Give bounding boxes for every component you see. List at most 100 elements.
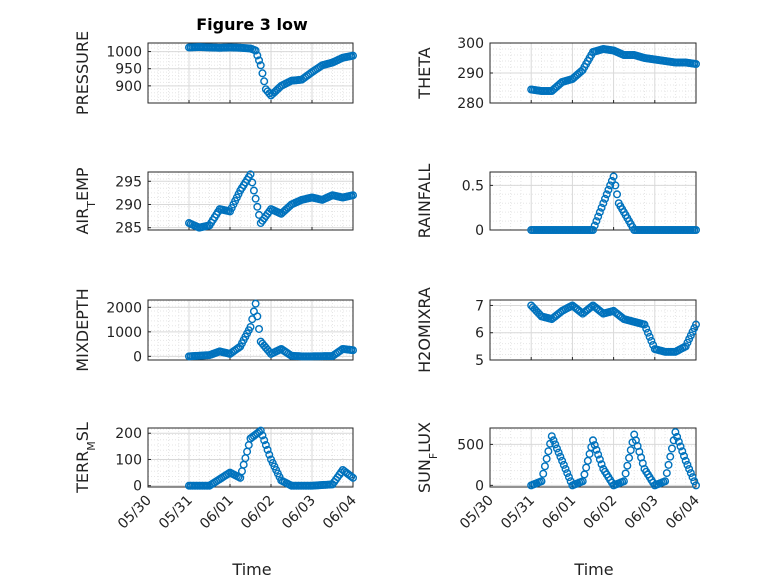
subplot-8: 0 500 05/30 05/31 06/01 06/02 06/03 06/04 SUNFLU…: [415, 422, 703, 532]
data-point: [253, 202, 262, 211]
data-point: [349, 346, 358, 355]
y-tick-label: 900: [115, 79, 142, 95]
data-point: [666, 452, 675, 461]
x-axis-label-right: Time: [573, 560, 613, 579]
y-axis-label: THETA: [415, 47, 434, 99]
data-point: [681, 456, 690, 465]
y-tick-label: 1000: [106, 45, 142, 61]
data-point: [609, 172, 618, 181]
data-point: [246, 322, 255, 331]
data-point: [258, 431, 267, 440]
data-point: [621, 469, 630, 478]
data-point: [690, 477, 699, 486]
data-point: [251, 299, 260, 308]
data-point: [349, 191, 358, 200]
data-point: [692, 60, 701, 69]
y-tick-label: 7: [475, 298, 484, 314]
x-tick-label: 06/04: [663, 492, 703, 532]
y-axis-label: SUNFLUX: [415, 422, 440, 493]
data-point: [265, 89, 274, 98]
x-tick-label: 05/31: [156, 493, 196, 533]
data-point: [597, 203, 606, 212]
data-point: [537, 477, 546, 486]
data-point: [626, 446, 635, 455]
y-tick-label: 1000: [106, 325, 142, 341]
data-point: [251, 46, 260, 55]
data-point: [540, 462, 549, 471]
data-point: [692, 320, 701, 329]
y-tick-label: 5: [475, 353, 484, 369]
data-point: [583, 456, 592, 465]
data-point: [549, 436, 558, 445]
x-tick-label: 06/04: [320, 492, 360, 532]
y-axis-label: RAINFALL: [415, 164, 434, 239]
data-point: [563, 469, 572, 478]
data-point: [692, 225, 701, 234]
x-tick-label: 05/31: [498, 493, 538, 533]
x-tick-label: 06/02: [238, 493, 278, 533]
data-point: [251, 194, 260, 203]
data-point: [587, 302, 596, 311]
data-point: [686, 469, 695, 478]
data-point: [582, 463, 591, 472]
data-point: [349, 51, 358, 60]
y-axis-label: MIXDEPTH: [73, 288, 92, 371]
x-tick-label: 06/01: [197, 493, 237, 533]
data-point: [589, 436, 598, 445]
data-point: [253, 312, 262, 321]
data-point: [594, 212, 603, 221]
data-point: [248, 178, 257, 187]
data-point: [597, 460, 606, 469]
data-point: [595, 208, 604, 217]
data-point: [606, 181, 615, 190]
axes-frame: [147, 171, 354, 231]
data-point: [611, 181, 620, 190]
subplot-2: 280 290 300 THETA: [415, 36, 701, 112]
x-tick-label: 06/03: [622, 493, 662, 533]
data-point: [625, 453, 634, 462]
data-point: [664, 460, 673, 469]
y-tick-label: 0: [133, 479, 142, 495]
data-point: [619, 477, 628, 486]
data-point: [580, 470, 589, 479]
x-tick-label: 06/01: [539, 493, 579, 533]
data-point: [594, 450, 603, 459]
data-point: [256, 61, 265, 70]
data-point: [601, 194, 610, 203]
data-point: [246, 170, 255, 179]
data-point: [258, 69, 267, 78]
data-point: [647, 336, 656, 345]
y-tick-label: 290: [457, 66, 484, 82]
data-point: [241, 454, 250, 463]
subplot-3: 285 290 295 AIRTEMP: [73, 167, 358, 237]
data-point: [349, 473, 358, 482]
data-point: [539, 469, 548, 478]
data-point: [662, 469, 671, 478]
y-tick-label: 0: [133, 349, 142, 365]
y-tick-label: 200: [115, 426, 142, 442]
subplot-4: 0 0.5 RAINFALL: [415, 164, 701, 239]
data-point: [643, 328, 652, 337]
data-point: [679, 451, 688, 460]
data-point: [244, 441, 253, 450]
data-point: [564, 473, 573, 482]
data-point: [260, 77, 269, 86]
data-point: [595, 455, 604, 464]
data-point: [592, 445, 601, 454]
data-point: [667, 444, 676, 453]
data-point: [552, 444, 561, 453]
data-point: [239, 460, 248, 469]
y-tick-label: 500: [457, 437, 484, 453]
figure-title: Figure 3 low: [196, 15, 308, 34]
data-point: [561, 464, 570, 473]
data-point: [683, 460, 692, 469]
data-point: [576, 308, 585, 317]
data-point: [678, 447, 687, 456]
data-point: [558, 456, 567, 465]
data-point: [255, 56, 264, 65]
data-point: [688, 473, 697, 482]
subplot-5: 0 1000 2000 MIXDEPTH: [73, 288, 358, 372]
data-point: [261, 441, 270, 450]
y-axis-label: H2OMIXRA: [415, 287, 434, 373]
